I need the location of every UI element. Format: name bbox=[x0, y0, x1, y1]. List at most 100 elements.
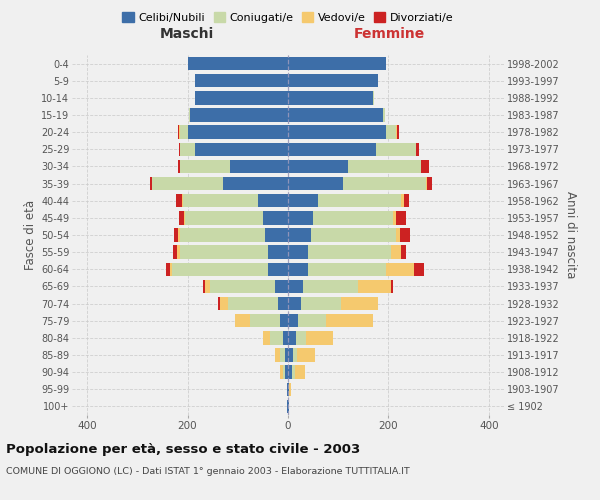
Bar bbox=[326, 314, 373, 328]
Bar bbox=[383, 108, 385, 122]
Bar bbox=[250, 314, 280, 328]
Bar bbox=[178, 246, 180, 259]
Bar bbox=[286, 348, 288, 362]
Bar bbox=[386, 262, 413, 276]
Bar bbox=[176, 194, 182, 207]
Bar bbox=[178, 228, 180, 241]
Bar bbox=[178, 160, 180, 173]
Y-axis label: Fasce di età: Fasce di età bbox=[23, 200, 37, 270]
Bar bbox=[391, 246, 401, 259]
Bar bbox=[288, 91, 373, 104]
Bar bbox=[275, 348, 280, 362]
Bar bbox=[179, 142, 180, 156]
Bar bbox=[150, 177, 152, 190]
Bar bbox=[283, 366, 286, 379]
Bar bbox=[235, 314, 250, 328]
Bar bbox=[400, 228, 410, 241]
Bar bbox=[288, 262, 308, 276]
Bar bbox=[180, 160, 230, 173]
Bar bbox=[413, 262, 424, 276]
Bar bbox=[401, 194, 404, 207]
Bar bbox=[343, 177, 426, 190]
Bar bbox=[401, 246, 406, 259]
Bar bbox=[394, 211, 396, 224]
Bar bbox=[152, 177, 223, 190]
Bar bbox=[195, 74, 288, 88]
Bar bbox=[396, 126, 397, 139]
Bar bbox=[288, 194, 318, 207]
Bar bbox=[190, 108, 288, 122]
Legend: Celibi/Nubili, Coniugati/e, Vedovi/e, Divorziati/e: Celibi/Nubili, Coniugati/e, Vedovi/e, Di… bbox=[118, 8, 458, 28]
Bar bbox=[416, 142, 419, 156]
Bar bbox=[205, 280, 210, 293]
Bar bbox=[397, 126, 398, 139]
Bar bbox=[289, 382, 290, 396]
Bar bbox=[288, 177, 343, 190]
Bar bbox=[421, 160, 428, 173]
Bar bbox=[305, 331, 333, 344]
Bar bbox=[288, 160, 348, 173]
Bar bbox=[427, 177, 432, 190]
Bar bbox=[228, 297, 278, 310]
Bar bbox=[178, 126, 179, 139]
Bar bbox=[288, 142, 376, 156]
Bar bbox=[404, 194, 409, 207]
Bar bbox=[288, 331, 296, 344]
Bar bbox=[263, 331, 271, 344]
Bar bbox=[166, 262, 170, 276]
Bar bbox=[296, 331, 305, 344]
Bar bbox=[295, 366, 305, 379]
Bar bbox=[210, 280, 275, 293]
Bar bbox=[275, 280, 288, 293]
Bar bbox=[391, 280, 394, 293]
Bar bbox=[223, 177, 288, 190]
Bar bbox=[396, 228, 400, 241]
Text: COMUNE DI OGGIONO (LC) - Dati ISTAT 1° gennaio 2003 - Elaborazione TUTTITALIA.IT: COMUNE DI OGGIONO (LC) - Dati ISTAT 1° g… bbox=[6, 468, 410, 476]
Bar bbox=[297, 348, 314, 362]
Bar bbox=[170, 262, 172, 276]
Bar bbox=[288, 228, 311, 241]
Bar bbox=[195, 91, 288, 104]
Bar bbox=[268, 246, 288, 259]
Bar bbox=[268, 262, 288, 276]
Text: Femmine: Femmine bbox=[354, 26, 425, 40]
Bar bbox=[311, 228, 396, 241]
Bar bbox=[280, 314, 288, 328]
Bar bbox=[288, 74, 379, 88]
Bar bbox=[179, 211, 184, 224]
Bar bbox=[301, 297, 341, 310]
Bar bbox=[288, 126, 386, 139]
Bar bbox=[172, 262, 268, 276]
Bar bbox=[313, 211, 394, 224]
Bar bbox=[308, 262, 386, 276]
Bar bbox=[258, 194, 288, 207]
Bar bbox=[283, 331, 288, 344]
Bar bbox=[303, 280, 358, 293]
Bar bbox=[396, 211, 406, 224]
Bar bbox=[288, 57, 386, 70]
Bar bbox=[185, 211, 263, 224]
Bar bbox=[288, 314, 298, 328]
Bar bbox=[180, 246, 268, 259]
Bar bbox=[230, 160, 288, 173]
Y-axis label: Anni di nascita: Anni di nascita bbox=[564, 192, 577, 278]
Bar bbox=[203, 280, 205, 293]
Bar bbox=[288, 297, 301, 310]
Bar bbox=[288, 246, 308, 259]
Bar bbox=[182, 194, 258, 207]
Bar bbox=[386, 126, 396, 139]
Bar bbox=[195, 142, 288, 156]
Bar bbox=[265, 228, 288, 241]
Bar bbox=[188, 57, 288, 70]
Bar bbox=[173, 246, 178, 259]
Bar bbox=[180, 228, 265, 241]
Bar bbox=[184, 211, 185, 224]
Bar bbox=[286, 366, 288, 379]
Bar bbox=[348, 160, 421, 173]
Bar bbox=[175, 228, 178, 241]
Bar bbox=[179, 126, 180, 139]
Bar bbox=[288, 382, 289, 396]
Text: Maschi: Maschi bbox=[160, 26, 214, 40]
Bar bbox=[280, 348, 286, 362]
Bar bbox=[180, 142, 195, 156]
